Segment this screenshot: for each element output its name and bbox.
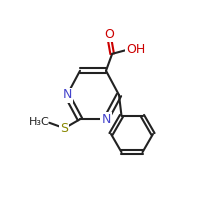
Text: H₃C: H₃C	[29, 117, 50, 127]
Text: OH: OH	[126, 43, 145, 56]
Text: N: N	[62, 88, 72, 102]
Text: O: O	[105, 28, 114, 41]
Text: N: N	[101, 113, 111, 126]
Text: S: S	[60, 122, 68, 135]
